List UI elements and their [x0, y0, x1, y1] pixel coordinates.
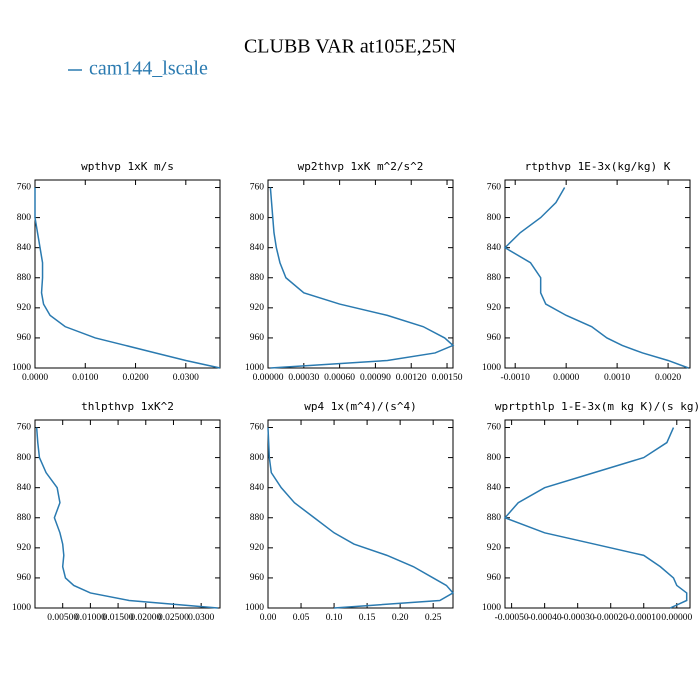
x-tick-label: 0.0300 [188, 613, 214, 623]
y-tick-label: 840 [250, 243, 265, 253]
y-tick-label: 840 [487, 483, 502, 493]
panel-title: wpthvp 1xK m/s [81, 160, 174, 173]
legend-label: cam144_lscale [89, 58, 208, 80]
x-tick-label: 0.05 [293, 613, 310, 623]
y-tick-label: 800 [17, 453, 32, 463]
x-tick-label: 0.20 [392, 613, 409, 623]
panel-title: thlpthvp 1xK^2 [81, 400, 174, 413]
y-tick-label: 920 [17, 303, 32, 313]
x-tick-label: 0.00090 [360, 373, 391, 383]
x-tick-label: 0.0000 [22, 373, 48, 383]
y-tick-label: 960 [487, 333, 502, 343]
x-tick-label: 0.00150 [432, 373, 463, 383]
panel-title: wprtpthlp 1-E-3x(m kg K)/(s kg) [495, 400, 700, 413]
y-tick-label: 760 [487, 183, 502, 193]
x-tick-label: 0.00500 [47, 613, 78, 623]
y-tick-label: 1000 [12, 363, 31, 373]
y-tick-label: 880 [487, 513, 502, 523]
y-tick-label: 840 [487, 243, 502, 253]
x-tick-label: 0.0000 [553, 373, 579, 383]
plot-frame [504, 419, 691, 609]
x-tick-label: 0.01500 [103, 613, 134, 623]
x-tick-label: -0.00050 [495, 613, 529, 623]
x-tick-label: 0.0100 [72, 373, 98, 383]
y-tick-label: 880 [17, 273, 32, 283]
y-tick-label: 840 [17, 243, 32, 253]
y-tick-label: 760 [487, 423, 502, 433]
profile-line [34, 187, 221, 369]
x-tick-label: 0.25 [425, 613, 442, 623]
plot-frame [504, 179, 691, 369]
x-tick-label: 0.00120 [396, 373, 427, 383]
y-tick-label: 960 [250, 573, 265, 583]
y-tick-label: 880 [487, 273, 502, 283]
x-tick-label: 0.00000 [661, 613, 692, 623]
x-tick-label: 0.01000 [75, 613, 106, 623]
panel-title: rtpthvp 1E-3x(kg/kg) K [525, 160, 671, 173]
y-tick-label: 800 [250, 453, 265, 463]
y-tick-label: 800 [250, 213, 265, 223]
figure-title: CLUBB VAR at105E,25N [244, 36, 456, 58]
profile-line [269, 187, 455, 369]
x-tick-label: 0.0200 [122, 373, 148, 383]
y-tick-label: 760 [250, 183, 265, 193]
y-tick-label: 920 [487, 303, 502, 313]
x-tick-label: -0.00040 [528, 613, 562, 623]
panel-title: wp4 1x(m^4)/(s^4) [304, 400, 417, 413]
x-tick-label: 0.0020 [655, 373, 681, 383]
y-tick-label: 760 [250, 423, 265, 433]
x-tick-label: 0.00 [260, 613, 277, 623]
y-tick-label: 960 [17, 573, 32, 583]
y-tick-label: 960 [17, 333, 32, 343]
profile-line [503, 427, 688, 609]
y-tick-label: 920 [17, 543, 32, 553]
y-tick-label: 920 [487, 543, 502, 553]
y-tick-label: 800 [487, 453, 502, 463]
plot-frame [34, 179, 221, 369]
y-tick-label: 920 [250, 303, 265, 313]
y-tick-label: 1000 [482, 363, 501, 373]
profile-line [267, 427, 455, 609]
y-tick-label: 1000 [12, 603, 31, 613]
x-tick-label: 0.0300 [173, 373, 199, 383]
plot-frame [267, 419, 454, 609]
x-tick-label: -0.0010 [501, 373, 531, 383]
x-tick-label: 0.00030 [288, 373, 319, 383]
y-tick-label: 760 [17, 423, 32, 433]
y-tick-label: 880 [17, 513, 32, 523]
y-tick-label: 1000 [245, 363, 264, 373]
y-tick-label: 800 [487, 213, 502, 223]
x-tick-label: 0.02500 [158, 613, 189, 623]
y-tick-label: 880 [250, 273, 265, 283]
x-tick-label: -0.00010 [627, 613, 661, 623]
y-tick-label: 920 [250, 543, 265, 553]
x-tick-label: -0.00030 [561, 613, 595, 623]
y-tick-label: 800 [17, 213, 32, 223]
profile-line [35, 427, 218, 609]
y-tick-label: 960 [250, 333, 265, 343]
x-tick-label: 0.10 [326, 613, 343, 623]
y-tick-label: 960 [487, 573, 502, 583]
plot-frame [34, 419, 221, 609]
x-tick-label: 0.02000 [130, 613, 161, 623]
x-tick-label: 0.00000 [253, 373, 284, 383]
panel-title: wp2thvp 1xK m^2/s^2 [298, 160, 424, 173]
y-tick-label: 1000 [245, 603, 264, 613]
y-tick-label: 1000 [482, 603, 501, 613]
y-tick-label: 760 [17, 183, 32, 193]
plot-frame [267, 179, 454, 369]
y-tick-label: 840 [250, 483, 265, 493]
y-tick-label: 840 [17, 483, 32, 493]
profile-line [503, 187, 689, 369]
x-tick-label: -0.00020 [594, 613, 628, 623]
x-tick-label: 0.0010 [604, 373, 630, 383]
x-tick-label: 0.00060 [324, 373, 355, 383]
y-tick-label: 880 [250, 513, 265, 523]
x-tick-label: 0.15 [359, 613, 376, 623]
